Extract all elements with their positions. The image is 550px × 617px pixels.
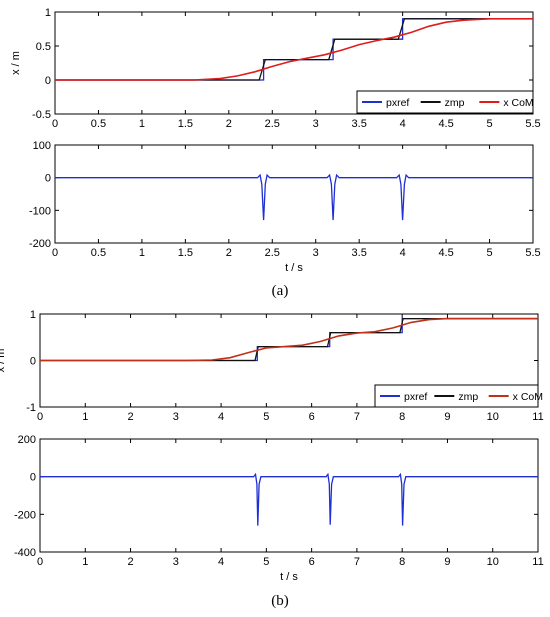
x-tick-label: 4 — [218, 411, 224, 423]
y-tick-label: 200 — [18, 434, 36, 446]
y-tick-label: 0 — [30, 472, 36, 484]
x-tick-label: 4 — [400, 118, 406, 130]
x-tick-label: 2 — [226, 247, 232, 259]
y-tick-label: 1 — [30, 309, 36, 321]
x-tick-label: 3 — [313, 118, 319, 130]
x-tick-label: 0.5 — [91, 118, 106, 130]
x-axis-label: t / s — [280, 571, 298, 583]
legend-label: pxref — [386, 97, 409, 109]
x-tick-label: 4 — [400, 247, 406, 259]
x-tick-label: 4.5 — [438, 247, 453, 259]
x-tick-label: 4.5 — [438, 118, 453, 130]
x-tick-label: 1 — [139, 118, 145, 130]
x-tick-label: 2 — [127, 556, 133, 568]
x-tick-label: 9 — [444, 556, 450, 568]
x-tick-label: 8 — [399, 411, 405, 423]
x-tick-label: 0 — [52, 247, 58, 259]
x-tick-label: 8 — [399, 556, 405, 568]
y-tick-label: -100 — [29, 205, 51, 217]
y-tick-label: 1 — [45, 7, 51, 19]
x-tick-label: 7 — [354, 556, 360, 568]
x-tick-label: 5.5 — [525, 118, 540, 130]
x-tick-label: 3 — [173, 411, 179, 423]
series-line-x-com — [55, 17, 533, 81]
legend-box — [356, 90, 534, 114]
x-tick-label: 0 — [52, 118, 58, 130]
x-axis-label: t / s — [285, 262, 303, 274]
x-tick-label: 3 — [313, 247, 319, 259]
x-tick-label: 4 — [218, 556, 224, 568]
chart-a1: 0 0.5 1 1.5 2 2.5 3 3.5 4 4.5 5 5.5-0.500.51x / mpx… — [10, 7, 541, 130]
x-tick-label: 6 — [309, 411, 315, 423]
x-tick-label: 1 — [82, 411, 88, 423]
y-tick-label: 100 — [33, 140, 51, 152]
x-tick-label: 2 — [226, 118, 232, 130]
x-tick-label: 3 — [173, 556, 179, 568]
y-tick-label: -200 — [29, 238, 51, 250]
series-line-x-com — [40, 317, 538, 362]
x-tick-label: 1 — [82, 556, 88, 568]
caption-b: (b) — [271, 593, 289, 609]
legend: pxref zmp x CoM — [356, 90, 534, 114]
x-tick-label: 5.5 — [525, 247, 540, 259]
y-tick-label: 0 — [45, 173, 51, 185]
y-tick-label: -200 — [14, 509, 36, 521]
x-tick-label: 1.5 — [178, 118, 193, 130]
x-tick-label: 1.5 — [178, 247, 193, 259]
legend: pxref zmp x CoM — [374, 384, 543, 408]
y-tick-label: 0.5 — [36, 41, 51, 53]
x-tick-label: 9 — [444, 411, 450, 423]
chart-a2: 0 0.5 1 1.5 2 2.5 3 3.5 4 4.5 5 5.5 -200 -100 0 100 t / … — [29, 140, 541, 274]
x-tick-label: 3.5 — [352, 118, 367, 130]
y-tick-label: -0.5 — [32, 109, 51, 121]
y-axis-label: x / m — [10, 51, 22, 75]
plot-area — [39, 438, 539, 553]
x-tick-label: 7 — [354, 411, 360, 423]
plot-area — [54, 144, 534, 244]
x-tick-label: 5 — [263, 556, 269, 568]
legend-box — [374, 384, 539, 408]
y-tick-label: 0 — [45, 75, 51, 87]
series-line-signal — [40, 472, 538, 526]
x-tick-label: 6 — [309, 556, 315, 568]
x-tick-label: 11 — [532, 411, 543, 423]
x-tick-label: 2.5 — [265, 247, 280, 259]
x-tick-label: 2.5 — [265, 118, 280, 130]
caption-a: (a) — [271, 283, 289, 299]
y-tick-label: -400 — [14, 547, 36, 559]
legend-label: pxref — [404, 391, 427, 403]
x-tick-label: 0.5 — [91, 247, 106, 259]
legend-label: zmp — [445, 97, 465, 109]
y-axis-label: x / m — [0, 349, 7, 373]
x-tick-label: 0 — [37, 556, 43, 568]
x-tick-label: 10 — [487, 556, 499, 568]
legend-label: x CoM — [513, 391, 543, 403]
legend-label: zmp — [458, 391, 478, 403]
x-tick-label: 11 — [532, 556, 543, 568]
legend-label: x CoM — [503, 97, 533, 109]
x-tick-label: 2 — [127, 411, 133, 423]
x-tick-label: 5 — [263, 411, 269, 423]
x-tick-label: 3.5 — [352, 247, 367, 259]
x-tick-label: 5 — [486, 247, 492, 259]
y-tick-label: -1 — [26, 402, 36, 414]
x-tick-label: 5 — [486, 118, 492, 130]
series-line-signal — [55, 173, 533, 221]
y-tick-label: 0 — [30, 356, 36, 368]
x-tick-label: 0 — [37, 411, 43, 423]
x-tick-label: 10 — [487, 411, 499, 423]
chart-b2: 0 1 2 3 4 5 6 7 8 9 10 11 -400 -200 0 200 t / s — [14, 434, 544, 583]
x-tick-label: 1 — [139, 247, 145, 259]
